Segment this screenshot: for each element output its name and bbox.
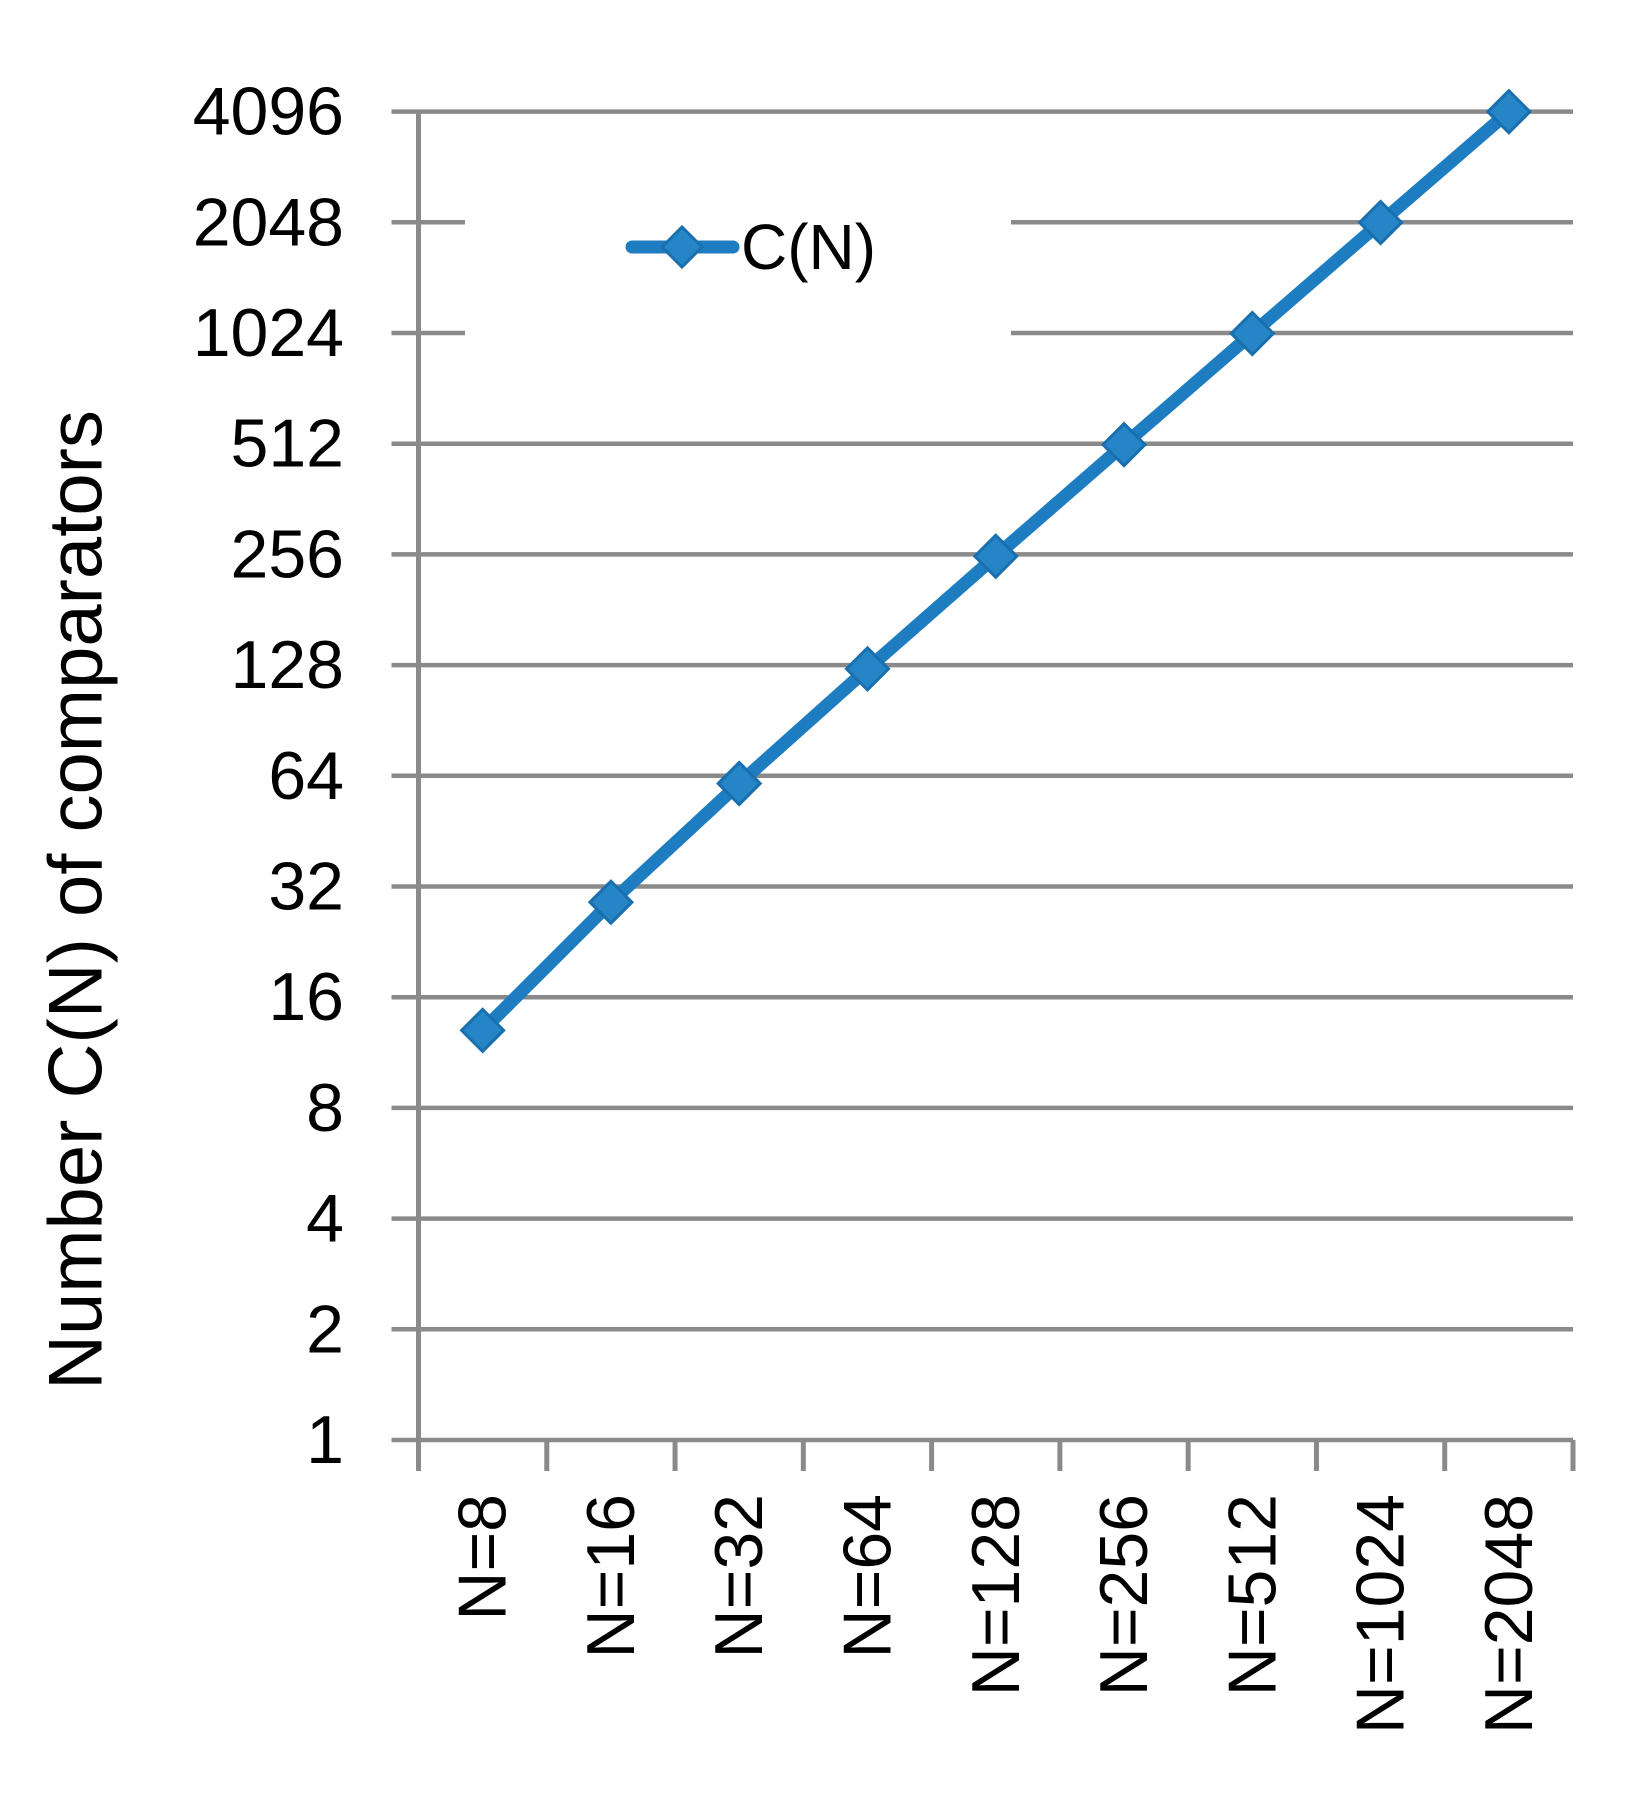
data-point-diamond bbox=[587, 879, 635, 926]
data-point-diamond bbox=[1357, 199, 1404, 246]
y-tick-label: 256 bbox=[231, 516, 344, 592]
data-point-diamond bbox=[844, 645, 891, 693]
data-point-diamond bbox=[716, 760, 763, 807]
y-tick-label: 128 bbox=[231, 627, 344, 703]
axes bbox=[416, 109, 1576, 1471]
y-tick-label: 1024 bbox=[193, 295, 344, 371]
x-tick-label: N=32 bbox=[701, 1494, 777, 1658]
y-tick-label: 4096 bbox=[193, 74, 344, 150]
y-tick-label: 8 bbox=[306, 1070, 344, 1146]
legend-label: C(N) bbox=[741, 211, 876, 283]
y-tick-label: 4 bbox=[306, 1181, 344, 1257]
data-point-diamond bbox=[1100, 421, 1148, 468]
x-tick-label: N=16 bbox=[573, 1494, 649, 1658]
data-point-diamond bbox=[1485, 88, 1532, 135]
legend: C(N) bbox=[625, 211, 876, 283]
y-tick-label: 16 bbox=[268, 959, 344, 1035]
x-tick-label: N=64 bbox=[829, 1494, 905, 1658]
y-axis-tick-labels: 1 2 4 8 16 32 64 128 256 512 1024 2048 4096 bbox=[193, 74, 344, 1478]
x-tick-label: N=8 bbox=[445, 1494, 521, 1621]
x-tick-label: N=2048 bbox=[1471, 1494, 1547, 1734]
x-tick-label: N=256 bbox=[1086, 1494, 1162, 1696]
y-tick-label: 2048 bbox=[193, 184, 344, 260]
y-tick-label: 512 bbox=[231, 406, 344, 482]
y-tick-label: 32 bbox=[268, 849, 344, 925]
y-axis-title: Number C(N) of comparators bbox=[34, 410, 119, 1390]
data-series bbox=[459, 88, 1532, 1054]
y-tick-label: 1 bbox=[306, 1402, 344, 1478]
x-tick-label: N=512 bbox=[1214, 1494, 1290, 1696]
y-tick-label: 2 bbox=[306, 1291, 344, 1367]
legend-box bbox=[465, 130, 1011, 382]
data-point-diamond bbox=[1229, 310, 1276, 357]
x-tick-label: N=1024 bbox=[1343, 1494, 1419, 1734]
y-tick-label: 64 bbox=[268, 738, 344, 814]
legend-diamond-marker-icon bbox=[659, 224, 705, 270]
data-point-diamond bbox=[972, 533, 1019, 580]
x-tick-label: N=128 bbox=[958, 1494, 1034, 1696]
data-point-diamond bbox=[459, 1007, 506, 1054]
x-axis-tick-labels: N=8 N=16 N=32 N=64 N=128 N=256 N=512 N=1024 N=20… bbox=[445, 1494, 1547, 1734]
